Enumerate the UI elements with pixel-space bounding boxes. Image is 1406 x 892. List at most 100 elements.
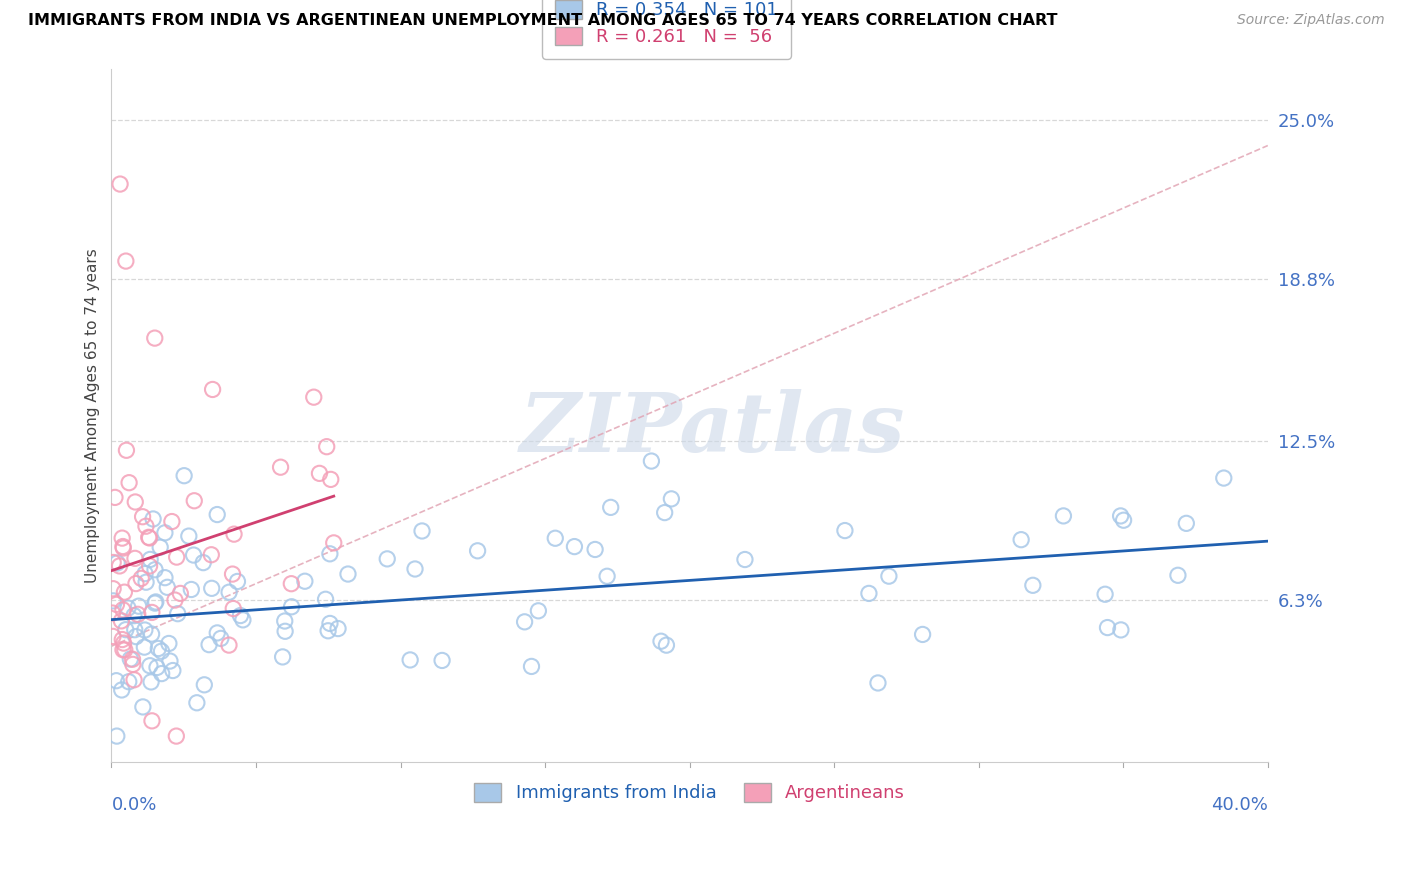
Point bbox=[375, 552, 398, 566]
Point bbox=[596, 569, 619, 583]
Point bbox=[111, 632, 134, 647]
Point bbox=[650, 634, 672, 648]
Point bbox=[1112, 513, 1135, 527]
Point bbox=[163, 593, 186, 607]
Point bbox=[186, 696, 208, 710]
Point bbox=[226, 574, 249, 589]
Point bbox=[1022, 578, 1045, 592]
Point bbox=[411, 524, 433, 538]
Point bbox=[315, 592, 337, 607]
Point bbox=[139, 658, 162, 673]
Point bbox=[209, 632, 232, 646]
Point bbox=[135, 519, 157, 533]
Legend: Immigrants from India, Argentineans: Immigrants from India, Argentineans bbox=[461, 771, 918, 815]
Point bbox=[114, 643, 136, 657]
Point bbox=[118, 475, 141, 490]
Point bbox=[124, 495, 146, 509]
Point bbox=[159, 654, 181, 668]
Text: ZIPatlas: ZIPatlas bbox=[520, 389, 905, 469]
Point bbox=[117, 601, 139, 615]
Point bbox=[128, 599, 150, 614]
Point bbox=[104, 491, 127, 505]
Point bbox=[207, 626, 229, 640]
Point bbox=[169, 586, 191, 600]
Point bbox=[165, 729, 187, 743]
Point bbox=[229, 608, 252, 623]
Point bbox=[640, 454, 662, 468]
Point bbox=[834, 524, 856, 538]
Point bbox=[108, 177, 131, 191]
Point bbox=[319, 472, 342, 486]
Point bbox=[858, 586, 880, 600]
Point bbox=[911, 627, 934, 641]
Point bbox=[1097, 621, 1119, 635]
Point bbox=[1010, 533, 1032, 547]
Point bbox=[166, 550, 188, 565]
Point bbox=[134, 623, 156, 637]
Point bbox=[141, 714, 163, 728]
Point bbox=[121, 652, 143, 666]
Point bbox=[270, 460, 292, 475]
Point bbox=[149, 540, 172, 554]
Point bbox=[193, 556, 215, 570]
Point bbox=[103, 556, 125, 570]
Point bbox=[177, 529, 200, 543]
Point bbox=[108, 558, 131, 573]
Point bbox=[125, 630, 148, 644]
Point bbox=[160, 515, 183, 529]
Point bbox=[111, 603, 134, 617]
Point bbox=[294, 574, 316, 589]
Point bbox=[661, 491, 683, 506]
Point bbox=[118, 674, 141, 689]
Point bbox=[654, 506, 676, 520]
Point bbox=[430, 653, 453, 667]
Point bbox=[322, 536, 344, 550]
Point bbox=[180, 582, 202, 597]
Point bbox=[1167, 568, 1189, 582]
Point bbox=[112, 541, 135, 555]
Point bbox=[1212, 471, 1234, 485]
Point bbox=[110, 614, 132, 628]
Point bbox=[201, 383, 224, 397]
Point bbox=[143, 331, 166, 345]
Point bbox=[124, 623, 146, 637]
Point bbox=[274, 624, 297, 639]
Point bbox=[125, 576, 148, 591]
Point bbox=[564, 540, 586, 554]
Point bbox=[111, 531, 134, 545]
Point bbox=[271, 649, 294, 664]
Point bbox=[302, 390, 325, 404]
Point bbox=[131, 509, 153, 524]
Point bbox=[315, 440, 337, 454]
Point bbox=[222, 601, 245, 615]
Point bbox=[138, 530, 160, 544]
Point bbox=[120, 652, 142, 666]
Point bbox=[166, 607, 188, 621]
Point bbox=[111, 540, 134, 554]
Point bbox=[183, 548, 205, 562]
Point bbox=[141, 627, 163, 641]
Point bbox=[222, 527, 245, 541]
Point bbox=[404, 562, 426, 576]
Point bbox=[148, 641, 170, 656]
Point bbox=[139, 552, 162, 566]
Point bbox=[337, 567, 360, 582]
Point bbox=[527, 604, 550, 618]
Point bbox=[316, 624, 339, 638]
Point bbox=[399, 653, 422, 667]
Point bbox=[132, 700, 155, 714]
Point bbox=[122, 673, 145, 687]
Point bbox=[150, 666, 173, 681]
Point bbox=[280, 576, 302, 591]
Point bbox=[101, 582, 124, 596]
Point bbox=[115, 254, 138, 268]
Point bbox=[599, 500, 621, 515]
Text: IMMIGRANTS FROM INDIA VS ARGENTINEAN UNEMPLOYMENT AMONG AGES 65 TO 74 YEARS CORR: IMMIGRANTS FROM INDIA VS ARGENTINEAN UNE… bbox=[28, 13, 1057, 29]
Point bbox=[143, 596, 166, 610]
Text: 0.0%: 0.0% bbox=[111, 797, 157, 814]
Point bbox=[138, 531, 160, 545]
Point bbox=[105, 673, 128, 688]
Point bbox=[111, 642, 134, 657]
Point bbox=[143, 563, 166, 577]
Point bbox=[114, 623, 136, 637]
